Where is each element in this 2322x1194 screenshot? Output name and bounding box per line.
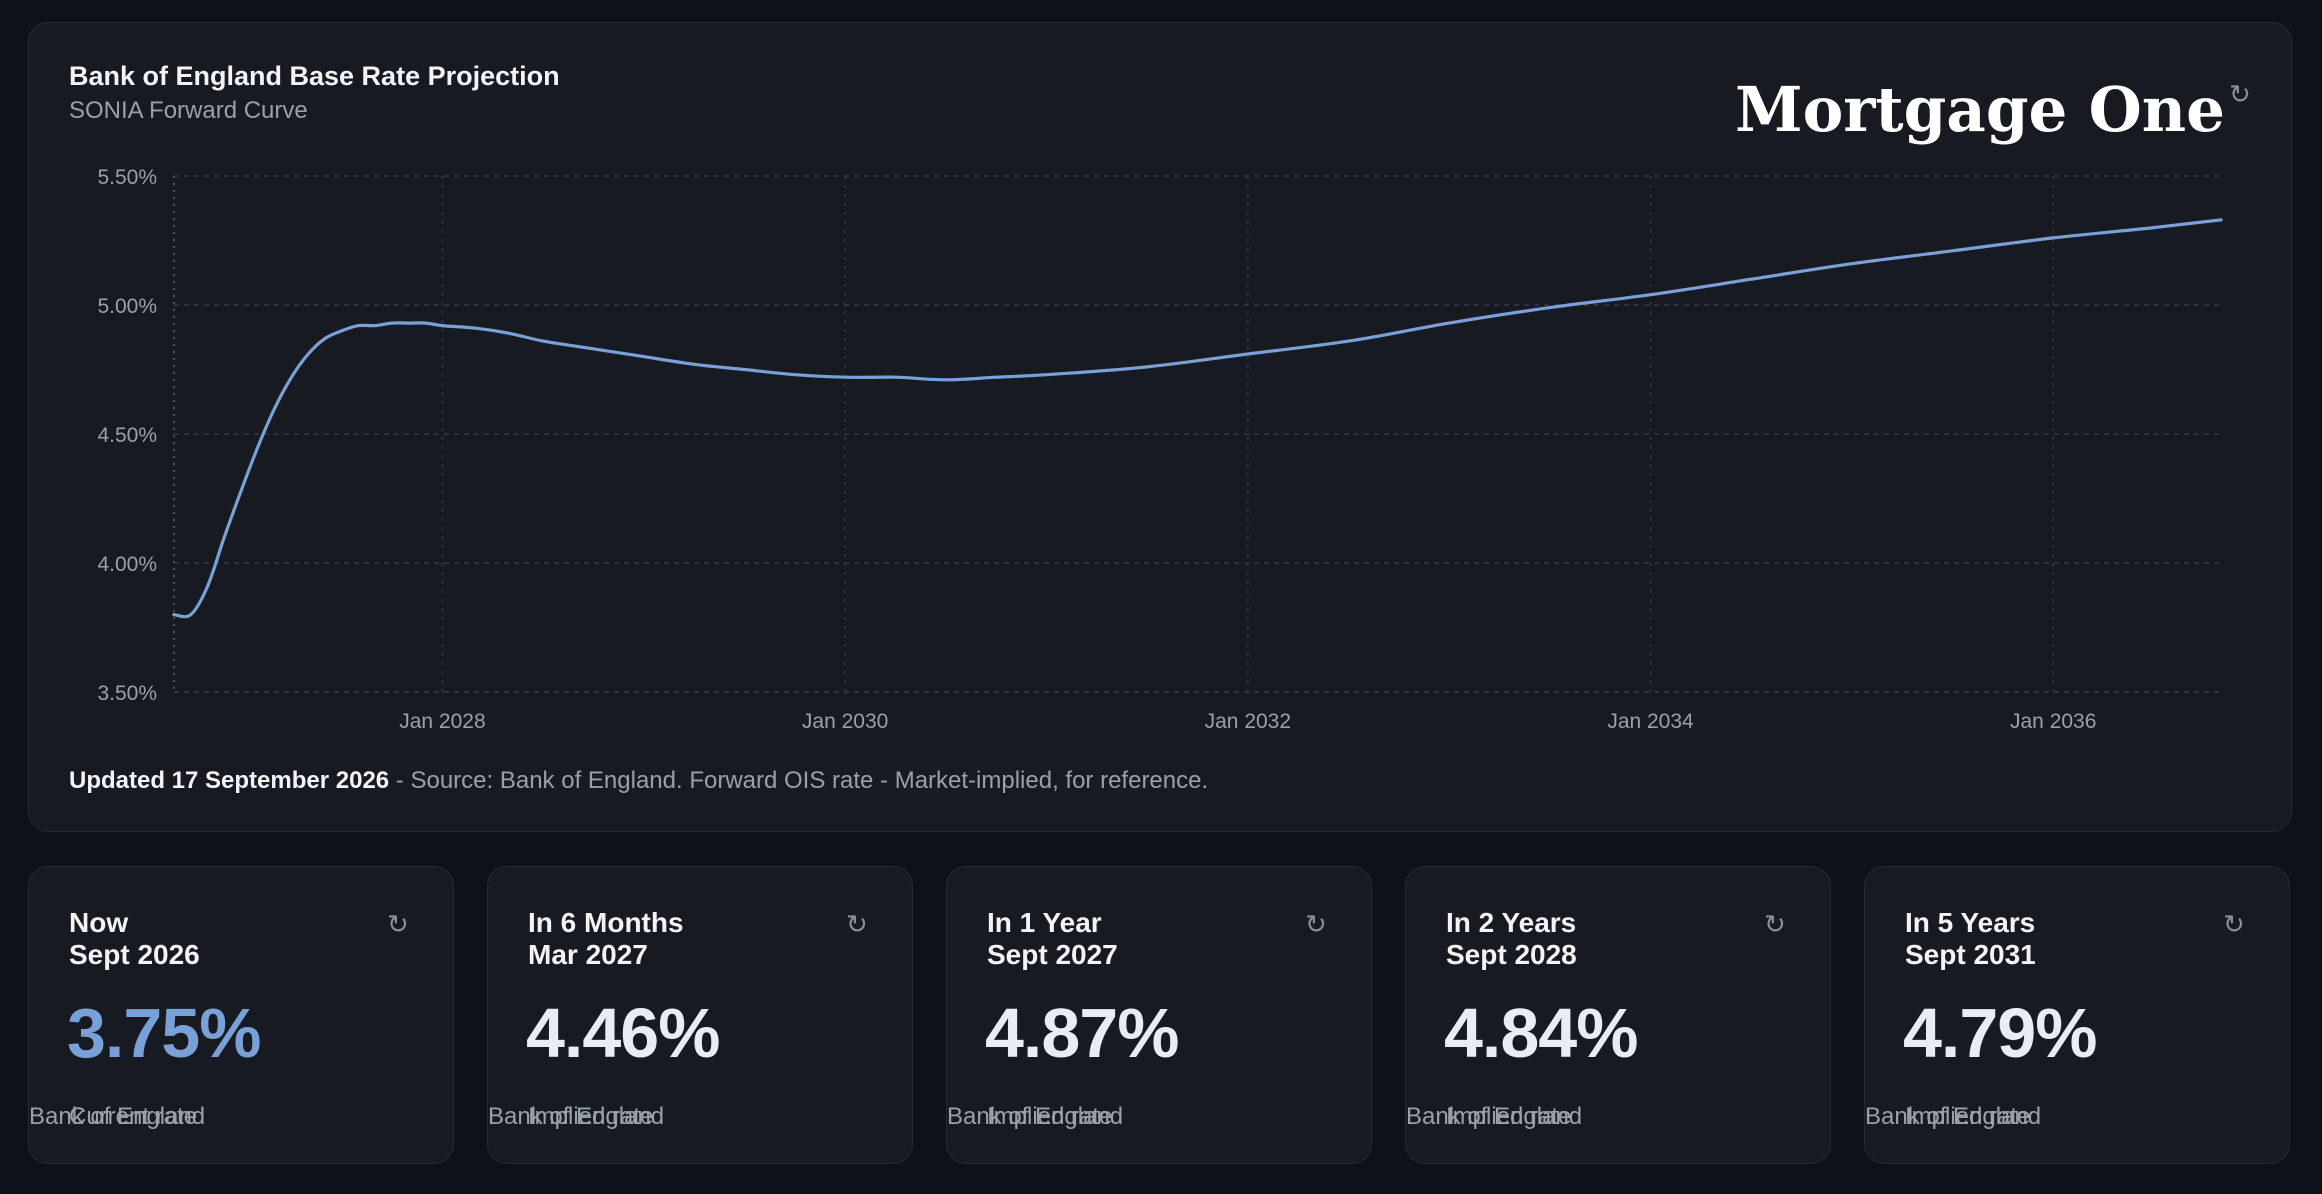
rate-label: Implied rate	[1905, 1103, 2031, 1130]
rate-label: Implied rate	[528, 1103, 654, 1130]
x-tick-label: Jan 2034	[1607, 710, 1694, 733]
rate-source: Bank of England	[488, 1103, 665, 1130]
chart-card: Bank of England Base Rate Projection SON…	[28, 22, 2292, 832]
rate-card: In 6 Months Mar 2027 ↻ 4.46% Implied rate Ban…	[487, 866, 913, 1164]
line-chart: 3.50% 4.00% 4.50% 5.00% 5.50% Jan 2028 Jan 203…	[97, 166, 2223, 733]
brand-logo: Mortgage One	[1735, 73, 2225, 146]
refresh-icon[interactable]: ↻	[846, 909, 868, 939]
card-period: In 1 Year	[987, 907, 1102, 938]
rate-label: Implied rate	[1446, 1103, 1572, 1130]
card-period: In 2 Years	[1446, 907, 1577, 938]
card-date: Sept 2031	[1905, 939, 2036, 970]
card-date: Mar 2027	[528, 939, 648, 970]
card-period: Now	[69, 907, 129, 938]
refresh-icon[interactable]: ↻	[1764, 909, 1786, 939]
card-date: Sept 2028	[1446, 939, 1577, 970]
updated-date: Updated 17 September 2026	[69, 767, 390, 794]
rate-card: In 2 Years Sept 2028 ↻ 4.84% Implied rate Ban…	[1405, 866, 1831, 1164]
x-tick-label: Jan 2030	[802, 710, 888, 733]
card-period: In 5 Years	[1905, 907, 2036, 938]
rate-label: Implied rate	[987, 1103, 1113, 1130]
rate-value: 4.46%	[526, 994, 720, 1072]
rate-card: In 1 Year Sept 2027 ↻ 4.87% Implied rate Bank…	[946, 866, 1372, 1164]
chart-title: Bank of England Base Rate Projection	[69, 61, 560, 91]
y-tick-label: 4.00%	[97, 553, 157, 576]
refresh-icon[interactable]: ↻	[387, 909, 409, 939]
rate-value: 4.79%	[1903, 994, 2097, 1072]
rate-source: Bank of England	[29, 1103, 206, 1130]
rate-value: 3.75%	[67, 994, 261, 1072]
brand-logo-text: Mortgage One	[1735, 73, 2225, 146]
rate-card: In 5 Years Sept 2031 ↻ 4.79% Implied rate Ban…	[1864, 866, 2290, 1164]
rate-card: Now Sept 2026 ↻ 3.75% Current rate Bank of En…	[28, 866, 454, 1164]
source-note: - Source: Bank of England. Forward OIS r…	[389, 767, 1209, 794]
forward-curve-line	[172, 218, 2223, 619]
refresh-icon[interactable]: ↻	[2229, 79, 2251, 109]
card-period: In 6 Months	[528, 907, 684, 938]
card-date: Sept 2026	[69, 939, 200, 970]
y-tick-label: 3.50%	[97, 682, 157, 705]
refresh-icon[interactable]: ↻	[1305, 909, 1327, 939]
refresh-icon[interactable]: ↻	[2223, 909, 2245, 939]
y-tick-label: 4.50%	[97, 424, 157, 447]
y-tick-label: 5.50%	[97, 166, 157, 189]
x-tick-label: Jan 2032	[1205, 710, 1291, 733]
rate-source: Bank of England	[947, 1103, 1124, 1130]
x-tick-label: Jan 2036	[2010, 710, 2096, 733]
rate-value: 4.87%	[985, 994, 1179, 1072]
card-date: Sept 2027	[987, 939, 1118, 970]
chart-footer: Updated 17 September 2026 - Source: Bank…	[69, 767, 1208, 795]
rate-value: 4.84%	[1444, 994, 1638, 1072]
rate-label: Current rate	[69, 1103, 198, 1130]
rate-source: Bank of England	[1865, 1103, 2042, 1130]
chart-subtitle: SONIA Forward Curve	[69, 97, 308, 124]
x-tick-label: Jan 2028	[399, 710, 485, 733]
y-tick-label: 5.00%	[97, 295, 157, 318]
rate-source: Bank of England	[1406, 1103, 1583, 1130]
